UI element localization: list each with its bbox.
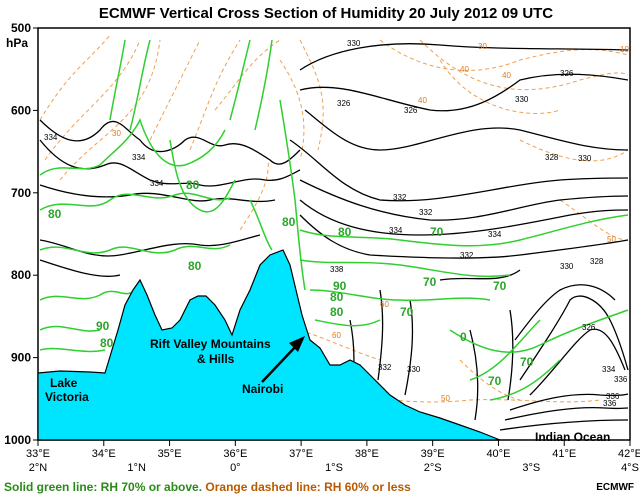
theta-label: 336 (614, 375, 628, 384)
lake-label-1: Lake (50, 376, 78, 390)
lake-label-2: Victoria (45, 390, 89, 404)
theta-label: 336 (603, 399, 617, 408)
terrain-profile (37, 249, 501, 441)
y-tick-label: 500 (11, 21, 31, 35)
theta-label: 338 (330, 265, 344, 274)
theta-label: 334 (602, 365, 616, 374)
rh-green-label: 70 (493, 279, 507, 293)
rh-orange-label: 30 (478, 42, 487, 51)
rh-green-label: 70 (423, 275, 437, 289)
y-tick-label: 900 (11, 351, 31, 365)
rh-green-label: 80 (330, 290, 344, 304)
rh-green-label: 80 (186, 178, 200, 192)
y-tick-label: 700 (11, 186, 31, 200)
nairobi-arrow (261, 336, 305, 383)
rh-green-label: 70 (400, 305, 414, 319)
x-lon-tick-label: 34°E (92, 448, 116, 460)
theta-label: 326 (560, 69, 574, 78)
rh-green-label: 80 (282, 215, 296, 229)
rift-label-1: Rift Valley Mountains (150, 337, 271, 351)
rh-green-label: 80 (338, 225, 352, 239)
rh-green-label: 70 (488, 374, 502, 388)
x-lat-tick-label: 4°S (621, 462, 639, 474)
rh-orange-label: 40 (502, 71, 511, 80)
nairobi-label: Nairobi (242, 382, 283, 396)
y-tick-label: 1000 (4, 433, 31, 447)
credit: ECMWF (596, 482, 634, 493)
theta-label: 332 (393, 193, 407, 202)
x-lat-tick-label: 1°S (325, 462, 343, 474)
theta-label: 332 (419, 208, 433, 217)
x-lon-tick-label: 39°E (421, 448, 445, 460)
rh-orange-label: 50 (441, 394, 450, 403)
legend-orange: Orange dashed line: RH 60% or less (205, 480, 411, 494)
chart-title: ECMWF Vertical Cross Section of Humidity… (99, 5, 553, 22)
rh-orange-label: 60 (332, 331, 341, 340)
theta-label: 330 (515, 95, 529, 104)
theta-contours (39, 43, 629, 431)
x-lat-tick-label: 2°S (424, 462, 442, 474)
rh-orange-label: 10 (620, 45, 629, 54)
legend-note: Solid green line: RH 70% or above. Orang… (4, 480, 411, 494)
x-lon-tick-label: 35°E (158, 448, 182, 460)
x-lon-tick-label: 37°E (289, 448, 313, 460)
theta-label: 326 (337, 99, 351, 108)
rh-orange-label: 40 (418, 96, 427, 105)
rh-orange-label: 30 (112, 129, 121, 138)
theta-label: 330 (560, 262, 574, 271)
rh-orange-label: 50 (607, 235, 616, 244)
x-lon-tick-label: 41°E (552, 448, 576, 460)
theta-label: 334 (488, 230, 502, 239)
theta-label: 334 (44, 133, 58, 142)
x-lat-tick-label: 3°S (522, 462, 540, 474)
x-lon-tick-label: 38°E (355, 448, 379, 460)
rh-green-label: 80 (188, 259, 202, 273)
theta-label: 334 (150, 179, 164, 188)
rift-label-2: & Hills (197, 352, 235, 366)
rh-green-label: 0 (460, 330, 467, 344)
legend-green: Solid green line: RH 70% or above. (4, 480, 203, 494)
y-tick-label: 800 (11, 268, 31, 282)
x-lon-tick-label: 42°E (618, 448, 640, 460)
rh-green-label: 80 (330, 305, 344, 319)
theta-label: 332 (460, 251, 474, 260)
theta-label: 332 (378, 363, 392, 372)
rh-green-label: 80 (100, 336, 114, 350)
y-tick-label: 600 (11, 103, 31, 117)
rh-green-label: 90 (333, 279, 347, 293)
x-lon-tick-label: 33°E (26, 448, 50, 460)
rh-orange-label: 60 (380, 300, 389, 309)
theta-label: 326 (582, 323, 596, 332)
x-lon-tick-label: 40°E (486, 448, 510, 460)
y-axis: 500 600 700 800 900 1000 (4, 21, 38, 447)
theta-label: 334 (132, 153, 146, 162)
rh-green-label: 70 (430, 225, 444, 239)
theta-label: 328 (590, 257, 604, 266)
x-axis: 33°E 34°E 35°E 36°E 37°E 38°E 39°E 40°E 41°E 42°E… (26, 440, 640, 474)
rh-green-label: 70 (520, 355, 534, 369)
x-lon-tick-label: 36°E (223, 448, 247, 460)
ocean-label: Indian Ocean (535, 430, 610, 444)
theta-label: 330 (347, 39, 361, 48)
rh-green-label: 90 (96, 319, 110, 333)
rh-orange-label: 40 (460, 65, 469, 74)
theta-label: 334 (389, 226, 403, 235)
x-lat-tick-label: 1°N (127, 462, 146, 474)
theta-label: 330 (578, 154, 592, 163)
x-lat-tick-label: 0° (230, 462, 241, 474)
rh-green-label: 80 (48, 207, 62, 221)
y-unit-label: hPa (6, 36, 28, 50)
theta-label: 330 (407, 365, 421, 374)
theta-label: 326 (404, 106, 418, 115)
x-lat-tick-label: 2°N (29, 462, 48, 474)
theta-label: 328 (545, 153, 559, 162)
theta-label: 336 (606, 392, 620, 401)
rh-green-contours (39, 39, 629, 401)
